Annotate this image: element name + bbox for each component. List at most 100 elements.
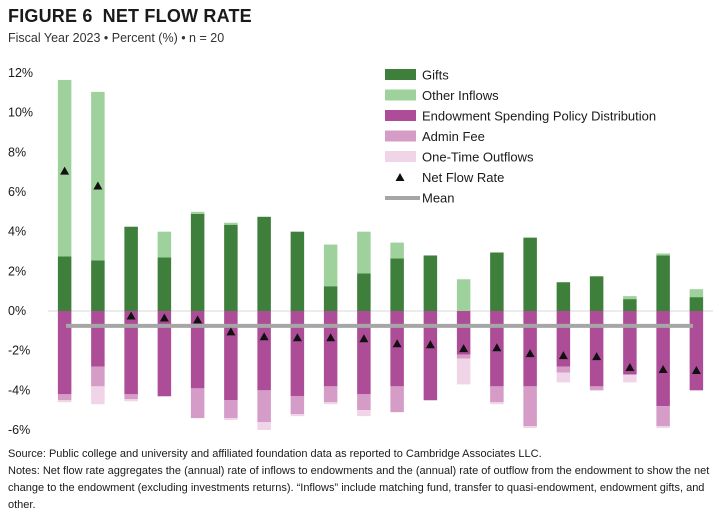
source-text: Source: Public college and university an… (8, 448, 542, 460)
bar-spending (190, 311, 205, 389)
bar-one_time (124, 399, 138, 402)
net-flow-marker (93, 181, 103, 190)
bar-gifts (124, 226, 138, 311)
bar-gifts (556, 282, 571, 311)
chart-legend: Gifts Other Inflows Endowment Spending Pol… (385, 68, 656, 206)
y-tick-label: 12% (8, 66, 33, 80)
legend-label: Gifts (422, 68, 449, 83)
net-flow-rate-chart: 12% 10% 8% 6% 4% 2% 0% -2% -4% -6% Gifts Other Inf… (8, 66, 713, 437)
bar-admin_fee (656, 406, 670, 427)
bar-spending (57, 311, 72, 395)
legend-marker (395, 173, 405, 181)
bar-gifts (290, 231, 305, 311)
bar-admin_fee (124, 394, 138, 400)
bar-one_time (490, 402, 504, 405)
legend-label: One-Time Outflows (422, 150, 534, 165)
bar-spending (257, 311, 271, 391)
net-flow-marker (226, 327, 236, 336)
bar-admin_fee (390, 386, 404, 413)
bar-gifts (490, 252, 504, 311)
y-tick-label: -6% (8, 423, 30, 437)
bar-other_inflows (656, 253, 670, 256)
bar-one_time (357, 410, 371, 417)
notes-text: Notes: Net flow rate aggregates the (ann… (8, 465, 710, 511)
bar-admin_fee (57, 394, 72, 401)
bar-spending (224, 311, 238, 401)
y-tick-label: -4% (8, 383, 30, 397)
bar-gifts (423, 255, 438, 311)
bar-other_inflows (224, 222, 238, 225)
bar-spending (357, 311, 371, 395)
bar-gifts (91, 260, 105, 311)
y-tick-label: 6% (8, 185, 26, 199)
bar-gifts (157, 257, 172, 311)
y-tick-label: -2% (8, 344, 30, 358)
net-flow-marker (193, 315, 203, 324)
legend-swatch (385, 89, 416, 101)
bar-spending (290, 311, 305, 397)
net-flow-marker (159, 313, 169, 322)
net-flow-marker (658, 365, 668, 374)
y-tick-label: 2% (8, 264, 26, 278)
bar-gifts (589, 276, 604, 311)
bar-spending (456, 311, 471, 355)
bar-admin_fee (190, 388, 205, 419)
bar-gifts (190, 213, 205, 311)
y-tick-label: 8% (8, 145, 26, 159)
bar-gifts (257, 216, 271, 311)
figure-title: FIGURE 6 NET FLOW RATE (8, 6, 252, 27)
bar-one_time (523, 426, 537, 429)
legend-label: Net Flow Rate (422, 170, 504, 185)
net-flow-marker (392, 339, 402, 348)
bar-spending (589, 311, 604, 387)
bar-other_inflows (456, 279, 471, 311)
bar-admin_fee (323, 386, 338, 403)
chart-markers (60, 166, 701, 374)
net-flow-marker (492, 343, 502, 352)
net-flow-marker (326, 333, 336, 342)
figure-subtitle: Fiscal Year 2023 • Percent (%) • n = 20 (8, 31, 225, 45)
net-flow-marker (259, 332, 269, 341)
bar-spending (689, 311, 704, 391)
bar-admin_fee (490, 386, 504, 403)
chart-bars (57, 79, 704, 430)
net-flow-marker (525, 349, 535, 358)
bar-other_inflows (323, 244, 338, 287)
bar-admin_fee (556, 366, 571, 373)
bar-one_time (290, 414, 305, 417)
bar-admin_fee (224, 400, 238, 419)
bar-one_time (91, 386, 105, 405)
source-notes: Source: Public college and university an… (8, 446, 720, 514)
bar-one_time (257, 422, 271, 430)
net-flow-marker (126, 311, 136, 320)
bar-gifts (323, 286, 338, 311)
bar-one_time (656, 426, 670, 429)
net-flow-marker (459, 344, 469, 353)
net-flow-marker (691, 366, 701, 374)
bar-gifts (57, 256, 72, 311)
legend-label: Mean (422, 191, 455, 206)
net-flow-marker (558, 351, 568, 360)
bar-admin_fee (589, 386, 604, 391)
bar-gifts (656, 255, 670, 311)
bar-gifts (623, 299, 637, 311)
net-flow-marker (592, 352, 602, 361)
figure-title-text: NET FLOW RATE (102, 6, 252, 26)
bar-spending (523, 311, 537, 387)
bar-one_time (556, 372, 571, 383)
bar-spending (124, 311, 138, 395)
bar-other_inflows (623, 296, 637, 300)
bar-spending (323, 311, 338, 387)
legend-swatch (385, 151, 416, 162)
bar-one_time (323, 402, 338, 405)
bar-spending (656, 311, 670, 407)
legend-swatch (385, 110, 416, 121)
y-tick-label: 0% (8, 304, 26, 318)
bar-one_time (224, 418, 238, 421)
bar-admin_fee (91, 366, 105, 387)
bar-admin_fee (357, 394, 371, 411)
legend-swatch (385, 130, 416, 142)
net-flow-marker (359, 334, 369, 343)
bar-admin_fee (290, 396, 305, 415)
bar-other_inflows (91, 91, 105, 261)
